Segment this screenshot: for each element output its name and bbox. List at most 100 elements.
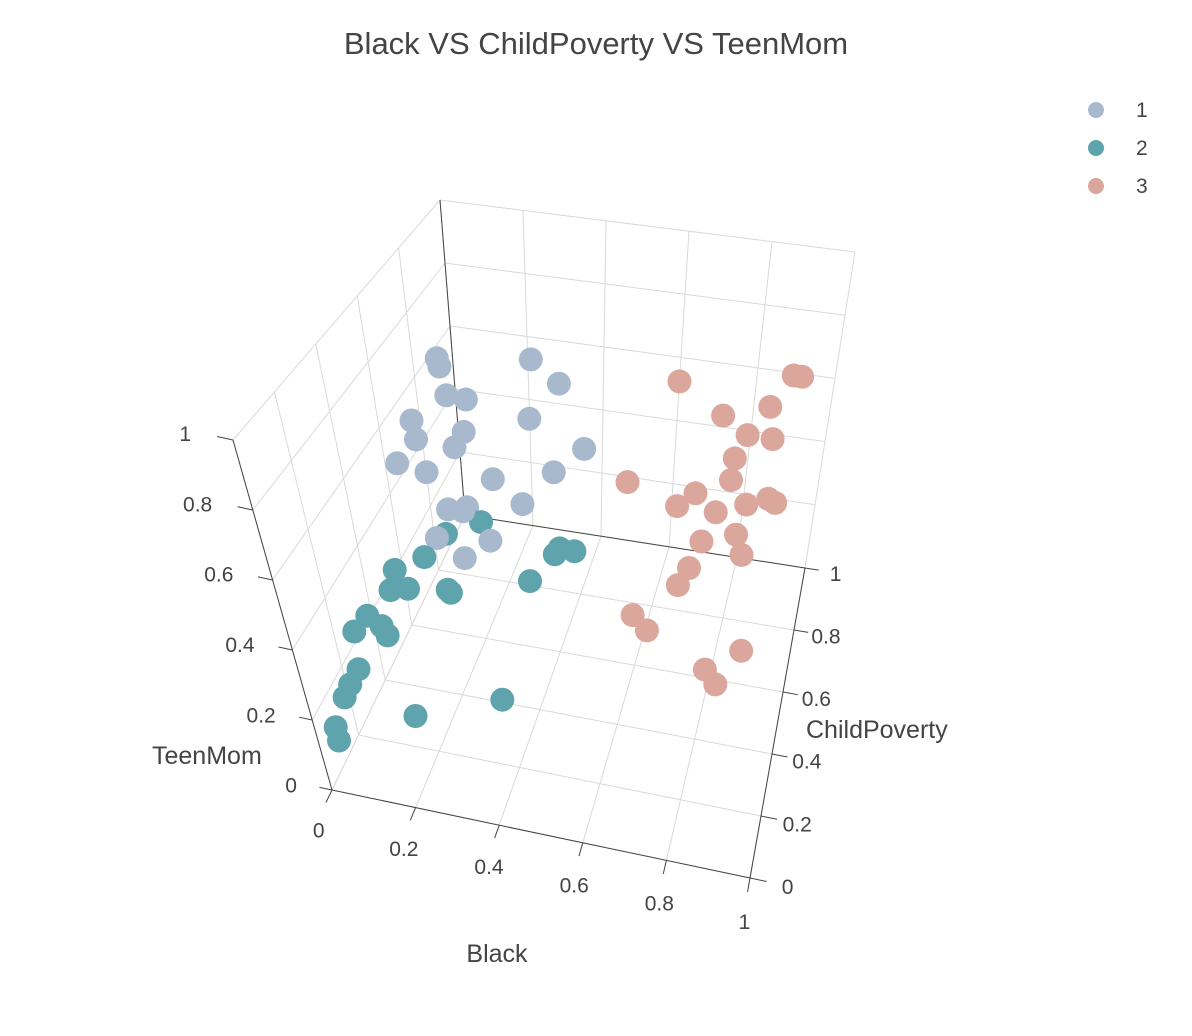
data-point-series-3[interactable] bbox=[677, 556, 701, 580]
data-point-series-3[interactable] bbox=[729, 542, 754, 567]
data-point-series-1[interactable] bbox=[453, 387, 478, 412]
data-point-series-3[interactable] bbox=[703, 500, 728, 525]
z-tick-label: 0.8 bbox=[183, 493, 212, 516]
z-tick-mark bbox=[319, 786, 333, 791]
data-point-series-3[interactable] bbox=[703, 672, 728, 697]
data-point-series-2[interactable] bbox=[327, 728, 351, 753]
y-tick-label: 0 bbox=[782, 876, 794, 899]
back-wall-grid-x bbox=[600, 220, 607, 537]
tick-labels: 0 0.2 0.4 0.6 0.8 1 0 0.2 0.4 0.6 0.8 1 0 0.2 0.4 0.6 0.… bbox=[179, 423, 841, 934]
legend-marker-1 bbox=[1088, 102, 1104, 118]
data-point-series-3[interactable] bbox=[667, 369, 692, 394]
grid-layer bbox=[232, 199, 856, 879]
data-point-series-1[interactable] bbox=[541, 460, 566, 485]
data-point-series-3[interactable] bbox=[760, 427, 785, 452]
data-point-series-2[interactable] bbox=[438, 580, 463, 605]
data-point-series-3[interactable] bbox=[689, 529, 714, 554]
data-point-series-2[interactable] bbox=[469, 510, 493, 535]
data-point-series-3[interactable] bbox=[781, 363, 806, 388]
data-point-series-2[interactable] bbox=[342, 619, 367, 644]
x-tick-mark bbox=[578, 842, 584, 857]
z-tick-label: 0.2 bbox=[247, 704, 276, 727]
data-point-series-3[interactable] bbox=[620, 603, 645, 628]
data-point-series-2[interactable] bbox=[412, 545, 437, 570]
y-tick-mark bbox=[760, 815, 778, 820]
y-tick-label: 0.6 bbox=[802, 688, 831, 711]
data-point-series-1[interactable] bbox=[478, 528, 503, 553]
data-point-series-2[interactable] bbox=[490, 687, 515, 712]
floor-grid-x bbox=[498, 536, 602, 826]
data-point-series-1[interactable] bbox=[510, 492, 535, 517]
data-point-series-1[interactable] bbox=[404, 427, 428, 452]
z-tick-mark bbox=[298, 716, 313, 721]
data-point-series-3[interactable] bbox=[719, 468, 743, 493]
x-tick-label: 0.8 bbox=[645, 893, 674, 916]
data-point-series-1[interactable] bbox=[424, 526, 449, 550]
z-tick-label: 0.6 bbox=[204, 564, 233, 587]
y-tick-label: 0.8 bbox=[811, 625, 840, 648]
z-tick-label: 1 bbox=[179, 423, 191, 446]
data-point-series-3[interactable] bbox=[683, 481, 708, 506]
data-point-series-3[interactable] bbox=[615, 470, 640, 495]
x-tick-label: 0.6 bbox=[560, 874, 589, 897]
legend: 1 2 3 bbox=[1088, 99, 1148, 198]
data-point-series-1[interactable] bbox=[480, 467, 505, 492]
floor-grid-x bbox=[665, 557, 738, 861]
data-point-series-3[interactable] bbox=[665, 494, 690, 519]
data-point-series-3[interactable] bbox=[729, 638, 754, 663]
z-tick-label: 0.4 bbox=[225, 634, 255, 657]
data-point-series-1[interactable] bbox=[434, 383, 459, 408]
data-point-series-2[interactable] bbox=[375, 623, 400, 648]
data-point-series-3[interactable] bbox=[722, 446, 747, 471]
back-wall-grid-z bbox=[449, 325, 836, 379]
x-tick-label: 0.4 bbox=[474, 856, 504, 879]
legend-marker-3 bbox=[1088, 178, 1104, 194]
data-point-series-2[interactable] bbox=[403, 704, 428, 728]
data-point-series-1[interactable] bbox=[518, 347, 543, 372]
x-axis-line bbox=[331, 789, 751, 879]
data-point-series-2[interactable] bbox=[355, 603, 380, 628]
data-point-series-3[interactable] bbox=[734, 492, 759, 517]
data-point-series-1[interactable] bbox=[385, 451, 410, 476]
back-wall-grid-z bbox=[439, 199, 856, 253]
x-tick-mark bbox=[747, 877, 751, 893]
data-point-series-2[interactable] bbox=[346, 657, 371, 682]
data-point-series-3[interactable] bbox=[724, 522, 748, 547]
data-point-series-2[interactable] bbox=[396, 576, 420, 601]
data-point-series-3[interactable] bbox=[711, 403, 736, 428]
data-point-series-1[interactable] bbox=[442, 435, 467, 460]
legend-marker-2 bbox=[1088, 140, 1104, 156]
data-point-series-2[interactable] bbox=[378, 578, 403, 603]
z-tick-mark bbox=[257, 576, 273, 581]
data-point-series-1[interactable] bbox=[517, 406, 542, 431]
data-point-series-1[interactable] bbox=[414, 460, 439, 485]
data-point-series-1[interactable] bbox=[572, 436, 597, 461]
legend-item-1[interactable]: 1 bbox=[1088, 99, 1148, 122]
floor-grid-y bbox=[438, 569, 795, 631]
axis-lines bbox=[232, 199, 806, 879]
data-point-series-3[interactable] bbox=[758, 394, 783, 419]
z-tick-mark bbox=[278, 646, 293, 651]
legend-label-1: 1 bbox=[1136, 99, 1148, 122]
data-point-series-3[interactable] bbox=[735, 423, 760, 448]
data-point-series-2[interactable] bbox=[382, 557, 407, 582]
y-tick-label: 0.4 bbox=[792, 751, 822, 774]
z-tick-mark bbox=[237, 506, 253, 511]
data-point-series-3[interactable] bbox=[763, 490, 788, 515]
data-point-series-1[interactable] bbox=[452, 546, 477, 571]
left-wall-grid-y bbox=[398, 247, 439, 571]
floor-grid-x bbox=[582, 546, 670, 843]
data-point-series-2[interactable] bbox=[547, 536, 572, 561]
y-tick-mark bbox=[793, 629, 809, 633]
data-point-series-1[interactable] bbox=[399, 408, 424, 433]
data-point-series-2[interactable] bbox=[518, 569, 542, 594]
y-tick-mark bbox=[749, 877, 767, 883]
legend-item-3[interactable]: 3 bbox=[1088, 175, 1148, 198]
data-point-series-3[interactable] bbox=[665, 573, 690, 598]
legend-item-2[interactable]: 2 bbox=[1088, 137, 1148, 160]
data-point-series-1[interactable] bbox=[451, 499, 476, 524]
data-point-series-2[interactable] bbox=[332, 685, 357, 710]
data-point-series-1[interactable] bbox=[427, 354, 452, 379]
data-point-series-1[interactable] bbox=[546, 371, 571, 396]
data-point-series-3[interactable] bbox=[634, 618, 659, 643]
